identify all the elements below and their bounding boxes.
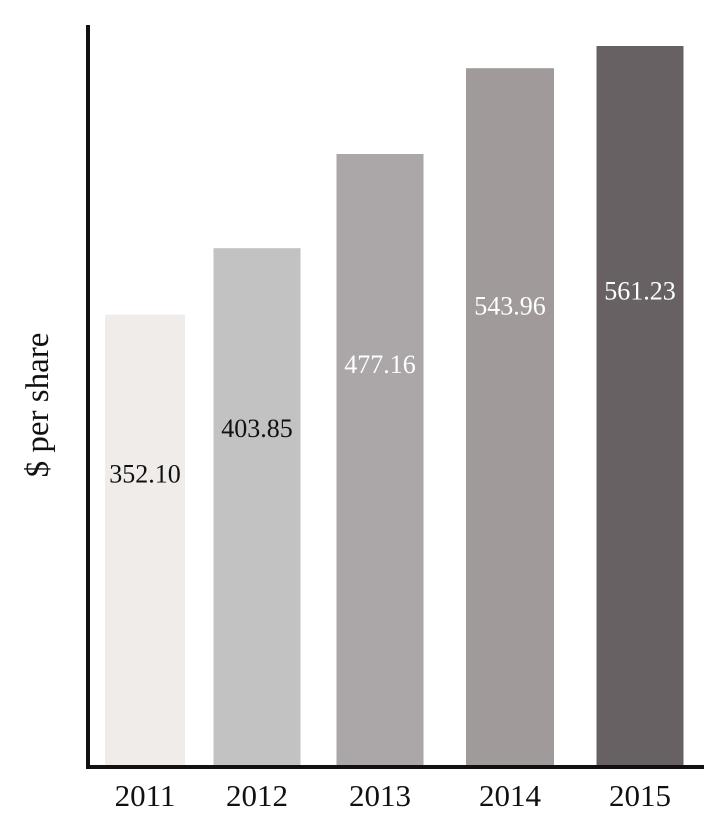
bar-2014	[466, 68, 554, 767]
x-tick-label-2012: 2012	[226, 778, 288, 813]
value-label-2013: 477.16	[344, 350, 416, 379]
value-labels-group: 352.10 403.85 477.16 543.96 561.23	[109, 277, 676, 489]
value-label-2015: 561.23	[604, 277, 676, 306]
value-label-2011: 352.10	[109, 459, 181, 488]
x-tick-label-2013: 2013	[349, 778, 411, 813]
bar-2012	[213, 248, 301, 767]
value-label-2014: 543.96	[474, 292, 546, 321]
bar-2015	[596, 46, 684, 767]
x-tick-labels-group: 2011 2012 2013 2014 2015	[115, 778, 671, 813]
bars-group	[105, 46, 684, 767]
x-tick-label-2015: 2015	[609, 778, 671, 813]
value-label-2012: 403.85	[221, 414, 293, 443]
x-tick-label-2014: 2014	[479, 778, 542, 813]
bar-2011	[105, 314, 185, 767]
y-axis-title: $ per share	[20, 333, 56, 478]
bar-2013	[336, 154, 424, 767]
x-tick-label-2011: 2011	[115, 778, 176, 813]
